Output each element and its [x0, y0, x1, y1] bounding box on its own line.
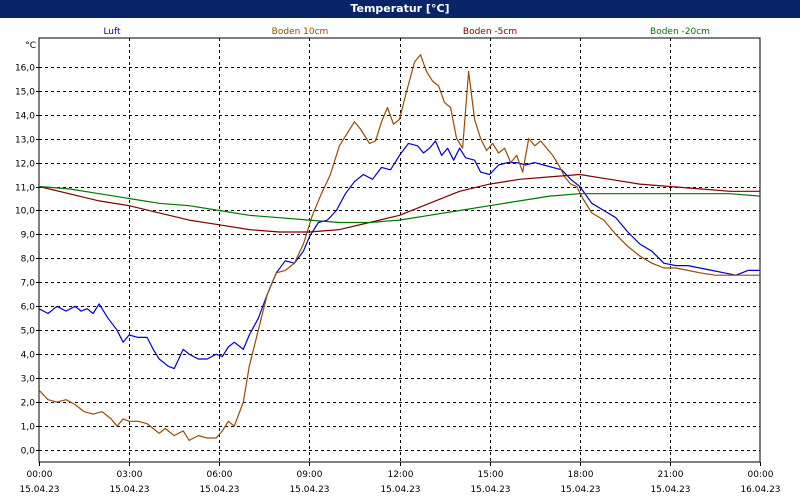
- x-tick-time: 00:00: [27, 470, 53, 480]
- x-tick-time: 15:00: [478, 470, 504, 480]
- x-tick-date: 15.04.23: [560, 485, 600, 495]
- x-tick-time: 12:00: [388, 470, 414, 480]
- x-tick-date: 15.04.23: [109, 485, 149, 495]
- x-tick-time: 00:00: [748, 470, 774, 480]
- legend-item: Luft: [103, 27, 121, 37]
- legend-item: Boden 10cm: [272, 27, 329, 37]
- y-tick-label: 0,0: [21, 447, 36, 457]
- y-tick-label: 8,0: [21, 255, 36, 265]
- x-tick-date: 15.04.23: [19, 485, 59, 495]
- y-tick-label: 5,0: [21, 327, 36, 337]
- x-tick-time: 21:00: [658, 470, 684, 480]
- y-tick-label: 15,0: [15, 88, 35, 98]
- series-line: [38, 185, 761, 224]
- x-tick-date: 15.04.23: [380, 485, 420, 495]
- y-tick-label: 13,0: [15, 136, 35, 146]
- x-tick-time: 09:00: [297, 470, 323, 480]
- legend-item: Boden -20cm: [650, 27, 710, 37]
- y-tick-label: 16,0: [15, 64, 35, 74]
- y-tick-label: 6,0: [21, 303, 36, 313]
- x-tick-date: 15.04.23: [289, 485, 329, 495]
- x-tick-time: 18:00: [568, 470, 594, 480]
- series-line: [38, 140, 760, 370]
- y-tick-label: 9,0: [21, 231, 36, 241]
- plot-area: [38, 37, 761, 463]
- y-tick-label: 12,0: [15, 160, 35, 170]
- y-axis-unit: °C: [25, 41, 36, 51]
- y-tick-label: 11,0: [15, 184, 35, 194]
- window-title: Temperatur [°C]: [0, 0, 800, 18]
- y-tick-label: 10,0: [15, 207, 35, 217]
- x-tick-date: 16.04.23: [740, 485, 780, 495]
- y-tick-label: 1,0: [21, 423, 36, 433]
- y-tick-label: 3,0: [21, 375, 36, 385]
- x-tick-time: 06:00: [207, 470, 233, 480]
- x-tick-time: 03:00: [117, 470, 143, 480]
- y-tick-label: 4,0: [21, 351, 36, 361]
- series-line: [38, 54, 760, 441]
- y-tick-label: 7,0: [21, 279, 36, 289]
- legend-item: Boden -5cm: [463, 27, 517, 37]
- y-tick-label: 2,0: [21, 399, 36, 409]
- x-tick-date: 15.04.23: [650, 485, 690, 495]
- x-tick-date: 15.04.23: [199, 485, 239, 495]
- x-tick-date: 15.04.23: [470, 485, 510, 495]
- y-tick-label: 14,0: [15, 112, 35, 122]
- series-line: [38, 173, 760, 233]
